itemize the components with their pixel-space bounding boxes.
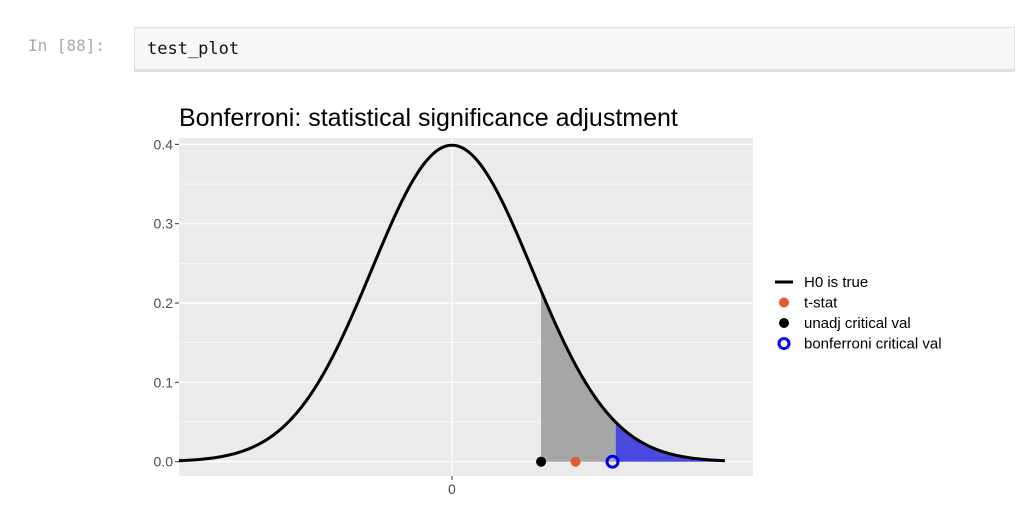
chart-title: Bonferroni: statistical significance adj… (179, 104, 678, 132)
shaded-region-2 (615, 422, 725, 462)
chart-output: Bonferroni: statistical significance adj… (0, 90, 1027, 505)
data-points (536, 454, 620, 469)
legend-key-dot (779, 297, 789, 308)
legend-label: t-stat (804, 295, 838, 312)
legend-label: H0 is true (804, 274, 868, 291)
y-tick-label: 0.4 (154, 136, 174, 152)
legend-item: unadj critical val (779, 315, 911, 332)
code-text: test_plot (147, 39, 240, 59)
plot-panel (179, 138, 753, 476)
legend-label: unadj critical val (804, 315, 911, 332)
y-tick-label: 0.2 (154, 295, 174, 311)
y-tick-label: 0.3 (154, 216, 174, 232)
legend: H0 is true t-stat unadj critical val bonfer… (775, 274, 942, 353)
y-tick-label: 0.1 (154, 374, 174, 390)
unadj-critical-val-point (536, 456, 547, 467)
legend-item: t-stat (779, 295, 838, 312)
y-tick-label: 0.0 (154, 454, 174, 470)
code-cell-input[interactable]: test_plot (134, 27, 1015, 72)
bonferroni-critical-val-point (605, 454, 620, 469)
x-tick-label: 0 (448, 481, 456, 497)
axes: 0.0 0.1 0.2 0.3 0.4 0 (154, 136, 457, 497)
legend-key-ring (777, 337, 791, 350)
legend-label: bonferroni critical val (804, 336, 942, 353)
grid-lines (179, 138, 753, 476)
legend-key-dot (779, 318, 789, 328)
legend-item: bonferroni critical val (777, 336, 942, 353)
chart-svg: Bonferroni: statistical significance adj… (154, 104, 942, 497)
legend-item: H0 is true (775, 274, 868, 291)
density-curve (178, 143, 725, 463)
cell-prompt: In [88]: (28, 36, 106, 55)
t-stat-point (570, 456, 581, 467)
